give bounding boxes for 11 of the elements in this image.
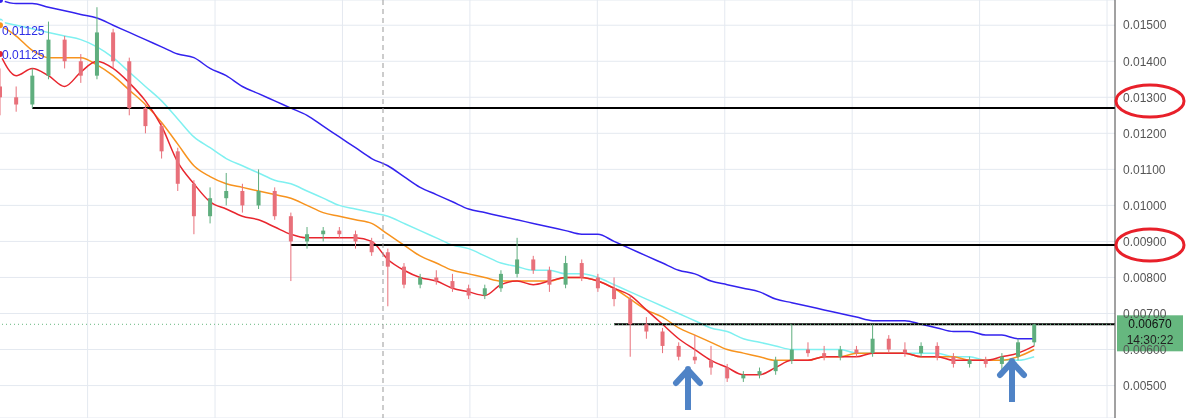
y-tick-label: 0.00800 (1123, 270, 1167, 285)
y-tick-label: 0.01300 (1123, 90, 1167, 105)
y-tick-label: 0.01100 (1123, 162, 1166, 177)
y-tick-label: 0.01500 (1123, 18, 1167, 33)
y-tick-label: 0.00900 (1123, 234, 1167, 249)
y-tick-label: 0.01200 (1123, 126, 1167, 141)
annotation: 0.01125 (2, 48, 45, 62)
y-tick-label: 0.01400 (1123, 54, 1167, 69)
ref-line-label: 0.00670 (1128, 317, 1173, 332)
y-tick-label: 0.00500 (1123, 378, 1167, 393)
y-tick-label: 0.01000 (1123, 198, 1167, 213)
